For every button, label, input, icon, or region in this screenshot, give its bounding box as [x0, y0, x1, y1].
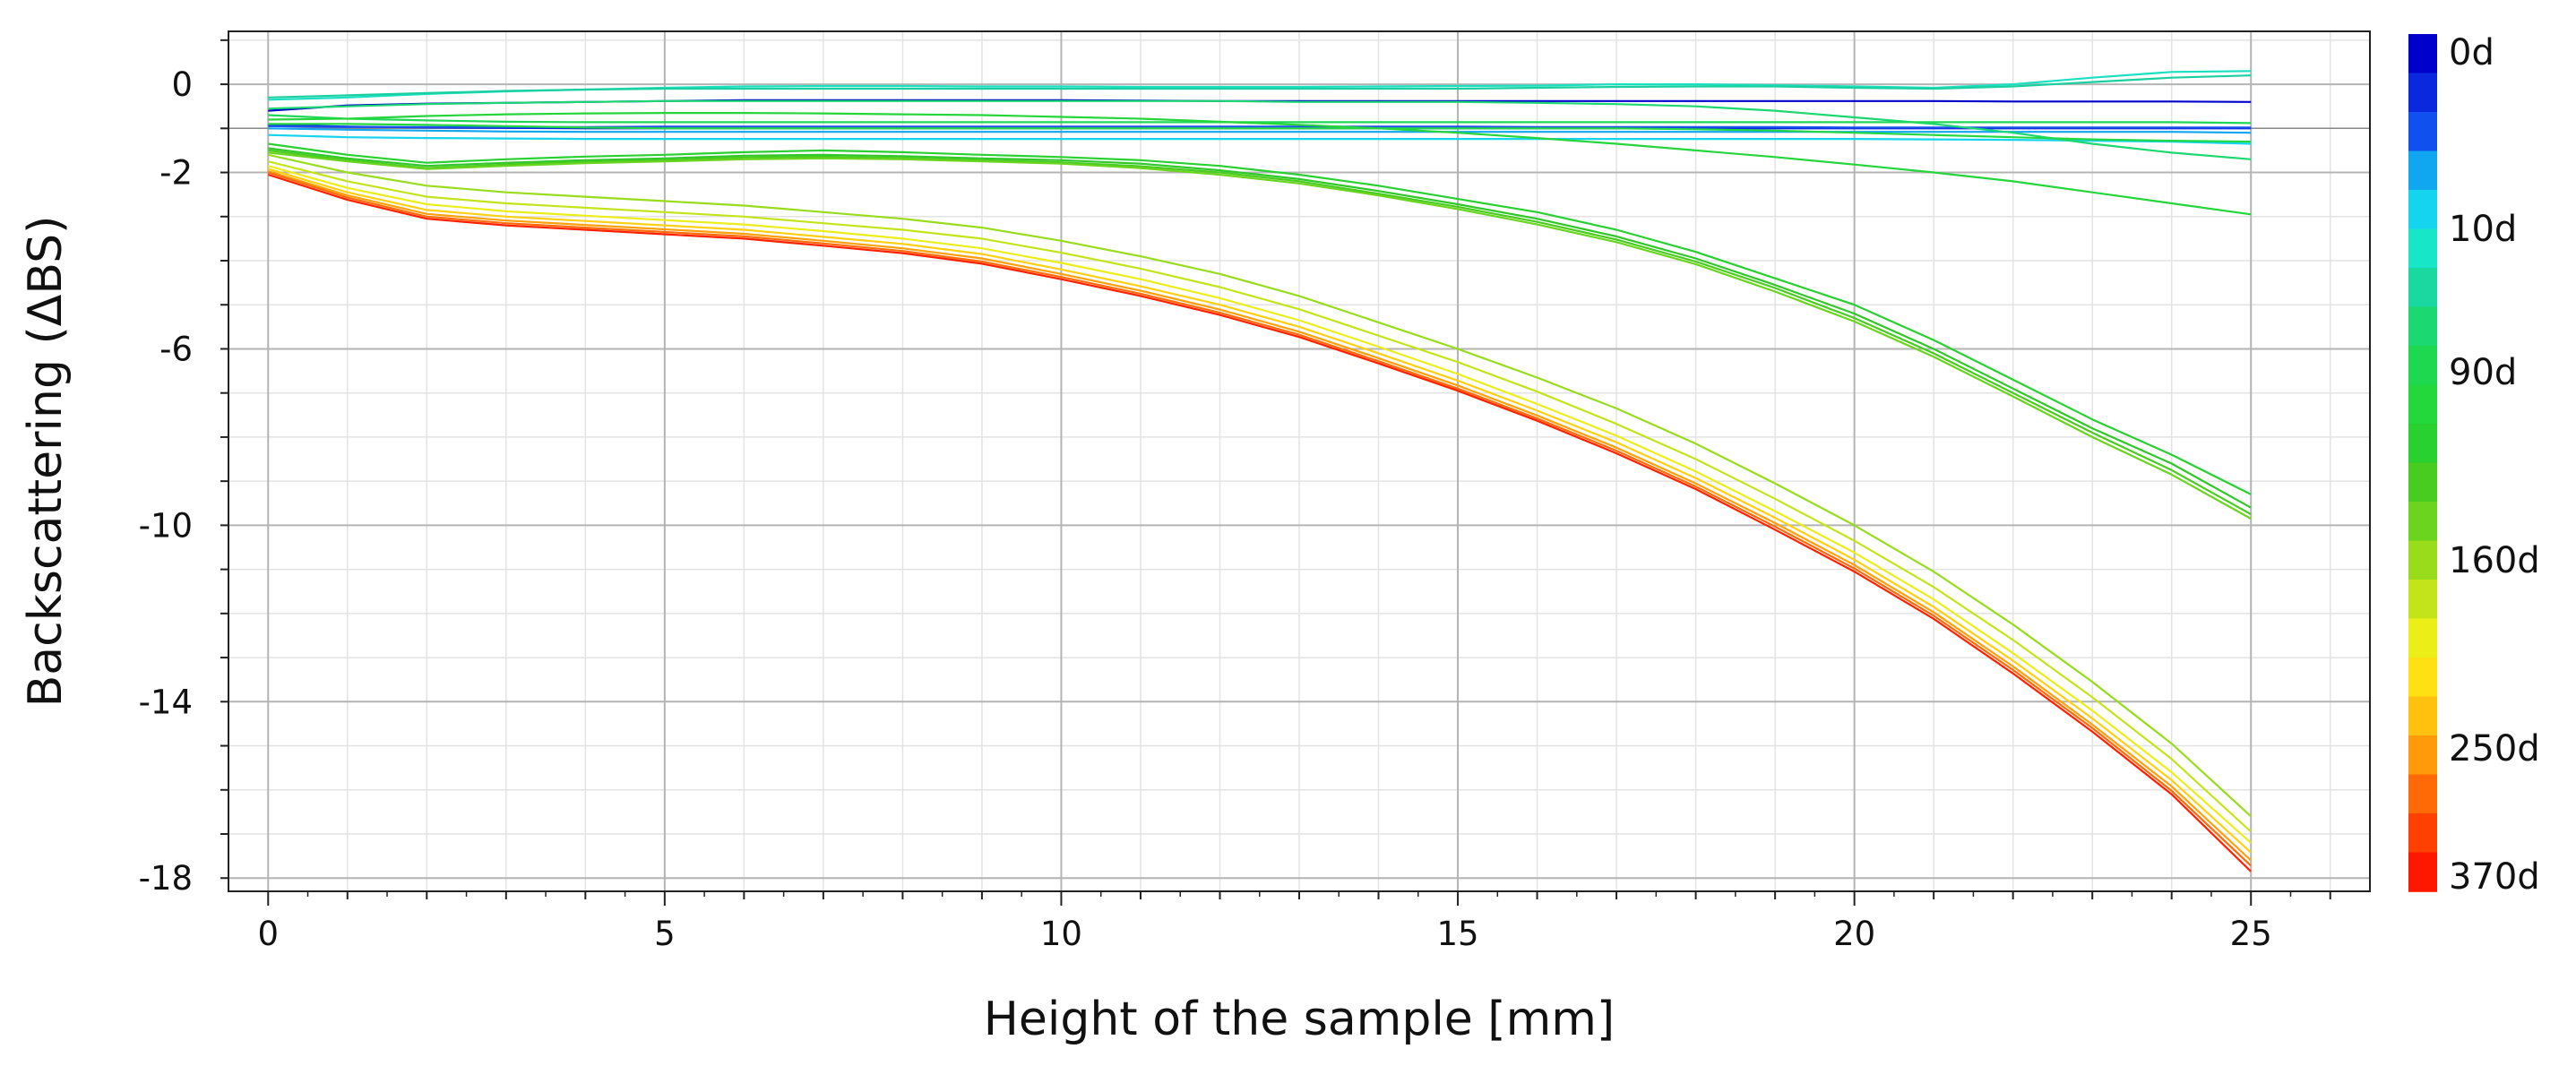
x-tick-label: 0 — [257, 915, 279, 953]
y-tick-label: -2 — [159, 154, 193, 193]
series-line-10 — [268, 112, 2252, 216]
minor-grid — [228, 31, 2370, 891]
colorbar-swatch — [2408, 306, 2437, 347]
colorbar-swatch — [2408, 150, 2437, 191]
colorbar-swatch — [2408, 580, 2437, 620]
x-tick-label: 10 — [1040, 915, 1082, 953]
series-line-12 — [268, 147, 2252, 509]
colorbar-swatch — [2408, 346, 2437, 386]
series-line-17 — [268, 165, 2252, 844]
series-line-18 — [267, 168, 2252, 854]
series-line-8 — [268, 114, 2252, 125]
series-line-20 — [267, 171, 2252, 867]
colorbar-label: 160d — [2449, 540, 2540, 581]
colorbar-swatch — [2408, 852, 2437, 892]
series-line-5 — [268, 70, 2252, 101]
series-line-3 — [268, 127, 2252, 134]
data-series — [267, 70, 2252, 873]
series-line-7 — [268, 99, 2252, 160]
y-tick-label: -6 — [159, 330, 193, 368]
x-tick-label: 25 — [2230, 915, 2272, 953]
colorbar-swatch — [2408, 658, 2437, 698]
colorbar-label: 370d — [2449, 856, 2540, 898]
series-line-14 — [268, 151, 2252, 520]
x-tick-label: 20 — [1833, 915, 1875, 953]
colorbar-label: 0d — [2449, 32, 2494, 73]
series-line-4 — [268, 133, 2252, 145]
colorbar-swatch — [2408, 540, 2437, 580]
colorbar-swatch — [2408, 34, 2437, 74]
colorbar-swatch — [2408, 618, 2437, 658]
series-line-19 — [267, 170, 2252, 862]
colorbar-swatch — [2408, 462, 2437, 503]
x-tick-label: 15 — [1436, 915, 1478, 953]
y-axis: 0 -2 -6 -10 -14 -18 — [139, 39, 228, 898]
colorbar-swatch — [2408, 384, 2437, 425]
colorbar-swatch — [2408, 190, 2437, 230]
colorbar-label: 10d — [2449, 209, 2517, 250]
colorbar-swatch — [2408, 813, 2437, 854]
colorbar-label: 250d — [2449, 728, 2540, 769]
series-line-9 — [268, 123, 2252, 143]
colorbar-swatch — [2408, 112, 2437, 152]
colorbar-label: 90d — [2449, 352, 2517, 393]
x-tick-label: 5 — [654, 915, 676, 953]
colorbar-swatch — [2408, 228, 2437, 269]
y-tick-label: -14 — [139, 683, 193, 721]
series-line-21 — [267, 173, 2252, 873]
colorbar-swatch — [2408, 696, 2437, 736]
y-tick-label: 0 — [171, 65, 193, 104]
series-line-6 — [268, 74, 2252, 99]
colorbar-swatch — [2408, 73, 2437, 113]
colorbar: 0d 10d 90d 160d 250d 370d — [2408, 32, 2540, 898]
y-axis-title: Backscattering (ΔBS) — [19, 216, 73, 708]
x-axis-title: Height of the sample [mm] — [984, 993, 1615, 1046]
series-line-13 — [268, 149, 2252, 516]
colorbar-swatch — [2408, 774, 2437, 814]
colorbar-swatch — [2408, 735, 2437, 776]
y-tick-label: -18 — [139, 859, 193, 898]
y-tick-label: -10 — [139, 506, 193, 545]
colorbar-swatch — [2408, 268, 2437, 308]
series-line-11 — [268, 142, 2252, 495]
series-line-16 — [268, 160, 2252, 833]
x-axis: 0 5 10 15 20 25 — [257, 891, 2331, 953]
colorbar-swatch — [2408, 424, 2437, 464]
colorbar-swatch — [2408, 502, 2437, 542]
series-line-15 — [268, 153, 2252, 818]
